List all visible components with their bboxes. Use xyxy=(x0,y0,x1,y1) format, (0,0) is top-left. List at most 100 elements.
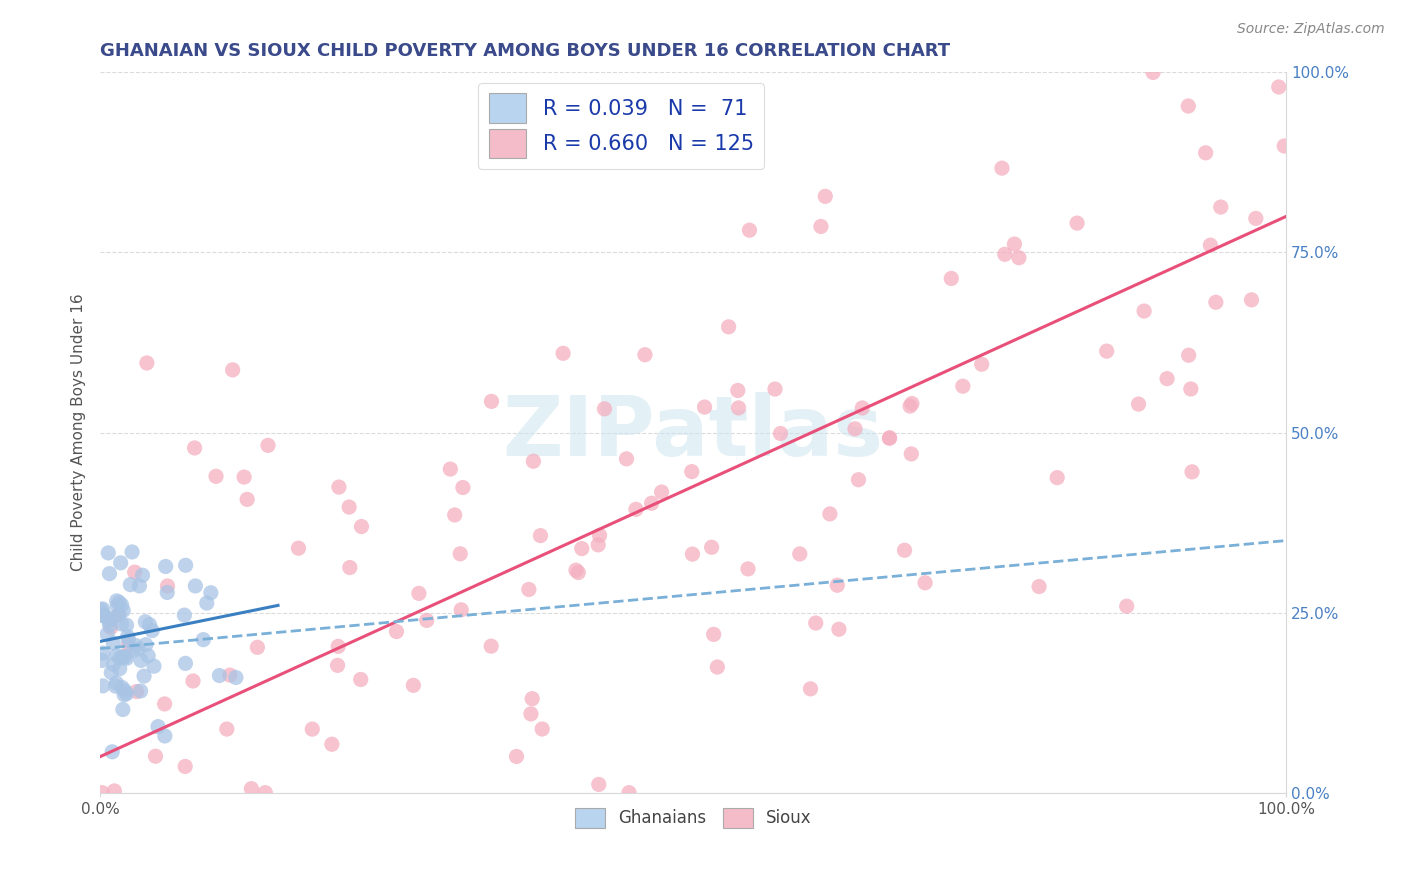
Point xyxy=(174,657,197,671)
Point xyxy=(96,627,118,641)
Point xyxy=(110,598,132,612)
Point xyxy=(1240,293,1263,307)
Point xyxy=(117,632,139,647)
Point xyxy=(114,683,136,698)
Point xyxy=(195,596,218,610)
Point xyxy=(225,670,247,684)
Point xyxy=(1209,200,1232,214)
Point xyxy=(156,585,179,599)
Point xyxy=(155,559,177,574)
Point xyxy=(565,563,588,577)
Point xyxy=(124,565,146,579)
Point xyxy=(844,422,866,436)
Point xyxy=(205,469,228,483)
Point xyxy=(105,648,128,663)
Point xyxy=(104,679,127,693)
Point xyxy=(1267,80,1289,95)
Point xyxy=(146,720,169,734)
Point xyxy=(107,608,129,623)
Point xyxy=(517,582,540,597)
Point xyxy=(97,613,120,627)
Point xyxy=(136,648,159,663)
Point xyxy=(108,662,131,676)
Point xyxy=(145,749,167,764)
Point xyxy=(1205,295,1227,310)
Point xyxy=(914,575,936,590)
Point xyxy=(1181,465,1204,479)
Point xyxy=(810,219,832,234)
Point xyxy=(415,614,437,628)
Point xyxy=(1195,145,1218,160)
Point xyxy=(125,639,148,653)
Point xyxy=(571,541,593,556)
Point xyxy=(1180,382,1202,396)
Point xyxy=(129,684,152,698)
Point xyxy=(117,638,139,652)
Point xyxy=(200,586,222,600)
Point xyxy=(103,784,125,798)
Point xyxy=(901,396,924,410)
Point xyxy=(1066,216,1088,230)
Point xyxy=(112,688,135,702)
Point xyxy=(700,541,723,555)
Point xyxy=(451,481,474,495)
Point xyxy=(727,401,749,415)
Point xyxy=(108,595,131,609)
Point xyxy=(127,642,149,657)
Point xyxy=(804,615,827,630)
Point xyxy=(634,348,657,362)
Point xyxy=(184,579,207,593)
Point xyxy=(531,722,554,736)
Point xyxy=(879,431,901,445)
Point xyxy=(114,649,136,664)
Point xyxy=(208,668,231,682)
Point xyxy=(828,622,851,636)
Point xyxy=(385,624,408,639)
Point xyxy=(588,528,610,542)
Point xyxy=(108,651,131,665)
Point xyxy=(105,594,128,608)
Point xyxy=(153,697,176,711)
Point xyxy=(110,617,132,632)
Point xyxy=(337,500,360,514)
Point xyxy=(183,441,205,455)
Point xyxy=(814,189,837,203)
Point xyxy=(624,502,647,516)
Point xyxy=(449,547,471,561)
Point xyxy=(799,681,821,696)
Point xyxy=(450,603,472,617)
Point xyxy=(110,556,132,570)
Point xyxy=(111,681,134,695)
Legend: Ghanaians, Sioux: Ghanaians, Sioux xyxy=(568,801,818,835)
Point xyxy=(693,400,716,414)
Point xyxy=(505,749,527,764)
Point xyxy=(153,729,176,743)
Point xyxy=(326,658,349,673)
Point xyxy=(135,356,157,370)
Point xyxy=(105,676,128,690)
Text: Source: ZipAtlas.com: Source: ZipAtlas.com xyxy=(1237,22,1385,37)
Point xyxy=(717,319,740,334)
Point xyxy=(287,541,309,556)
Point xyxy=(91,646,114,660)
Y-axis label: Child Poverty Among Boys Under 16: Child Poverty Among Boys Under 16 xyxy=(72,293,86,572)
Point xyxy=(443,508,465,522)
Point xyxy=(952,379,974,393)
Point xyxy=(1095,344,1118,359)
Point xyxy=(1156,371,1178,385)
Point xyxy=(94,609,117,624)
Point xyxy=(706,660,728,674)
Point xyxy=(174,759,197,773)
Point xyxy=(91,679,114,693)
Point xyxy=(651,485,673,500)
Point xyxy=(115,618,138,632)
Point xyxy=(991,161,1014,176)
Point xyxy=(91,602,114,616)
Point xyxy=(233,470,256,484)
Point xyxy=(1272,139,1295,153)
Point xyxy=(339,560,361,574)
Point xyxy=(117,630,139,644)
Point xyxy=(1199,238,1222,252)
Point xyxy=(1028,580,1050,594)
Point xyxy=(240,781,263,796)
